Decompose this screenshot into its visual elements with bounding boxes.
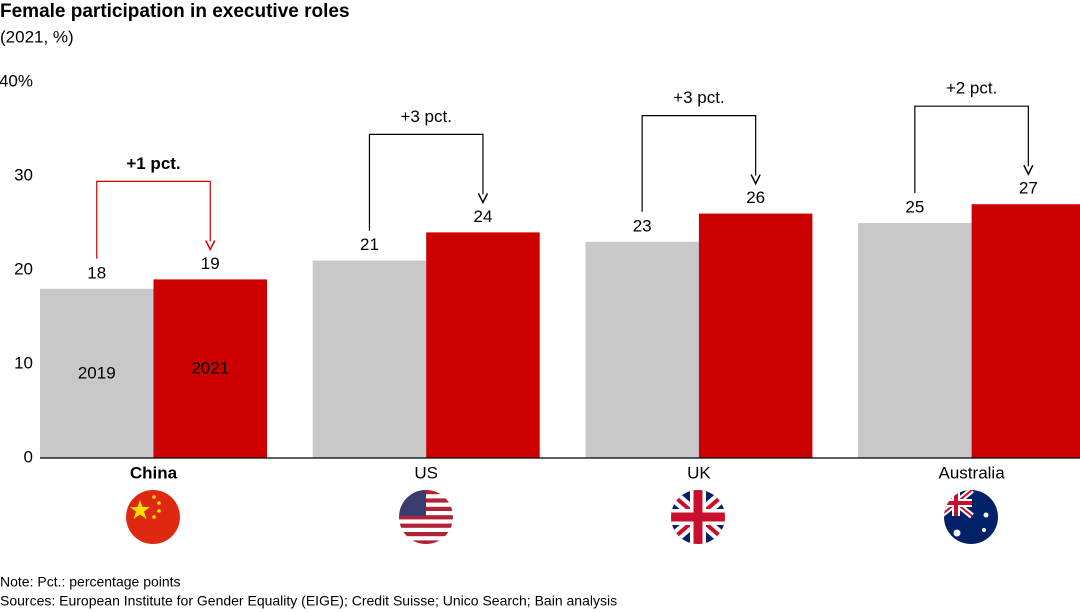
value-label: 19 — [201, 254, 220, 273]
bar — [40, 288, 154, 458]
annotation-arrow — [1023, 164, 1034, 176]
value-label: 21 — [360, 235, 379, 254]
x-tick-label: Australia — [939, 463, 1006, 482]
y-tick-label: 30 — [14, 165, 33, 184]
annotation-bracket — [914, 105, 1029, 193]
legend-label: 2021 — [191, 358, 229, 377]
y-tick-label: 40% — [0, 71, 33, 90]
bar — [153, 279, 267, 458]
annotation-bracket — [641, 115, 757, 212]
bar — [312, 260, 427, 458]
bar — [971, 204, 1080, 458]
flag-china — [126, 490, 180, 544]
bar — [585, 241, 699, 458]
annotation: +3 pct. — [400, 107, 452, 126]
flag-us — [399, 490, 453, 544]
y-tick-label: 10 — [14, 353, 33, 372]
legend-label: 2019 — [78, 363, 116, 382]
bar — [426, 232, 540, 458]
value-label: 18 — [87, 263, 106, 282]
value-label: 26 — [746, 188, 765, 207]
annotation: +2 pct. — [946, 79, 998, 98]
value-label: 23 — [633, 216, 652, 235]
chart-subtitle: (2021, %) — [0, 27, 74, 46]
annotation-arrow — [750, 174, 761, 186]
annotation-arrow — [205, 240, 216, 252]
value-label: 24 — [473, 207, 492, 226]
annotation-bracket — [368, 133, 484, 231]
bar — [858, 223, 972, 458]
y-tick-label: 0 — [24, 447, 33, 466]
bar — [698, 213, 813, 458]
x-tick-label: UK — [687, 463, 711, 482]
annotation: +1 pct. — [126, 154, 180, 173]
x-tick-label: US — [414, 463, 438, 482]
annotation: +3 pct. — [673, 88, 725, 107]
value-label: 27 — [1019, 179, 1038, 198]
note: Note: Pct.: percentage points — [0, 574, 181, 590]
flag-australia — [944, 490, 998, 544]
x-tick-label: China — [130, 463, 178, 482]
value-label: 25 — [905, 197, 924, 216]
annotation-arrow — [477, 193, 489, 205]
annotation-bracket — [96, 180, 211, 259]
flag-uk — [671, 490, 725, 544]
sources: Sources: European Institute for Gender E… — [0, 593, 617, 609]
y-tick-label: 20 — [14, 259, 33, 278]
chart-title: Female participation in executive roles — [0, 1, 350, 22]
